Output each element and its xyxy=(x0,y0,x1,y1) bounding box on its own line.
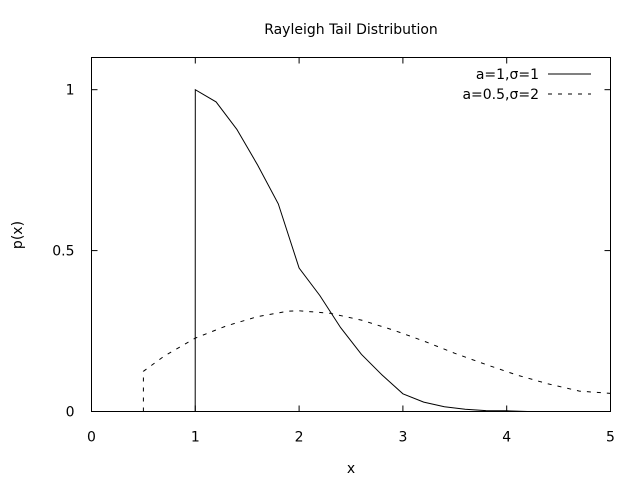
series-layer xyxy=(91,88,611,412)
x-tick-label: 5 xyxy=(606,430,615,446)
x-tick-label: 0 xyxy=(87,430,96,446)
x-tick-label: 2 xyxy=(295,430,304,446)
series-line-2 xyxy=(142,310,611,412)
y-axis-label: p(x) xyxy=(10,221,26,249)
legend-label-1: a=1,σ=1 xyxy=(476,67,539,83)
x-ticks: 0 1 2 3 4 5 xyxy=(87,57,615,446)
x-tick-label: 4 xyxy=(502,430,511,446)
y-tick-label: 1 xyxy=(66,83,75,99)
y-tick-label: 0.5 xyxy=(52,244,74,260)
x-tick-label: 3 xyxy=(398,430,407,446)
x-axis-label: x xyxy=(347,461,355,477)
chart-title: Rayleigh Tail Distribution xyxy=(264,22,438,38)
y-tick-label: 0 xyxy=(66,405,75,421)
legend: a=1,σ=1 a=0.5,σ=2 xyxy=(462,67,591,103)
plot-frame xyxy=(91,57,611,412)
legend-label-2: a=0.5,σ=2 xyxy=(462,87,539,103)
x-tick-label: 1 xyxy=(191,430,200,446)
y-ticks: 00.51 xyxy=(52,83,611,421)
series-line-1 xyxy=(91,88,528,412)
